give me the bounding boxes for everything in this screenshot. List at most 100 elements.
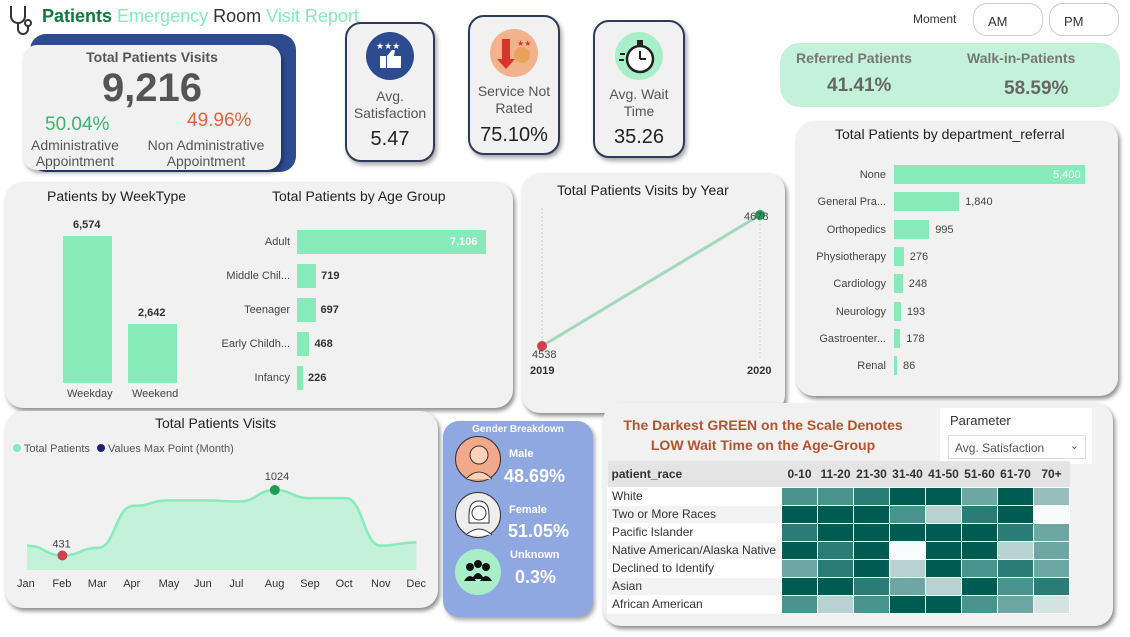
heatmap-row-label: Declined to Identify bbox=[607, 558, 782, 578]
month-tick-label: Dec bbox=[406, 578, 426, 590]
heatmap-row-label: White bbox=[607, 486, 782, 506]
parameter-label: Parameter bbox=[950, 413, 1011, 428]
agegroup-category-label: Infancy bbox=[254, 372, 290, 384]
monthly-max-point-label: 1024 bbox=[265, 471, 289, 483]
heatmap-cell bbox=[997, 504, 1034, 524]
wait-time-label: Avg. Wait Time bbox=[609, 86, 669, 119]
admin-pct: 50.04% bbox=[45, 114, 110, 135]
department-value-label: 178 bbox=[906, 332, 925, 345]
svg-text:★★: ★★ bbox=[517, 39, 531, 48]
monthly-area bbox=[27, 490, 417, 570]
nonadmin-label: Non Administrative Appointment bbox=[147, 137, 265, 169]
heatmap-cell bbox=[1033, 576, 1070, 596]
heatmap-cell bbox=[889, 522, 926, 542]
heatmap-cell bbox=[925, 576, 962, 596]
agegroup-category-label: Adult bbox=[264, 236, 290, 248]
heatmap-cell bbox=[925, 504, 962, 524]
heatmap-cell bbox=[961, 504, 998, 524]
heatmap-cell bbox=[961, 576, 998, 596]
heatmap-col-header: 0-10 bbox=[787, 466, 812, 481]
agegroup-value-label: 226 bbox=[308, 372, 327, 384]
monthly-legend: Total Patients Values Max Point (Month) bbox=[13, 443, 234, 455]
heatmap-row-label: Asian bbox=[607, 576, 782, 596]
agegroup-bar bbox=[297, 332, 310, 356]
month-tick-label: Oct bbox=[336, 578, 353, 590]
heatmap-cell bbox=[925, 594, 962, 614]
month-tick-label: Nov bbox=[371, 578, 391, 590]
monthly-max-point bbox=[269, 485, 280, 495]
heatmap-cell bbox=[1033, 486, 1070, 506]
weektype-title: Patients by WeekType bbox=[47, 188, 187, 204]
female-label: Female bbox=[509, 504, 547, 516]
gender-card: Gender Breakdown Male 48.69% Female 51.0… bbox=[443, 421, 593, 617]
department-value-label: 1,840 bbox=[965, 196, 993, 209]
department-category-label: None bbox=[859, 169, 886, 181]
walkin-value: 58.59% bbox=[1004, 78, 1069, 99]
heatmap-row: Two or More Races bbox=[607, 504, 1070, 524]
nonadmin-pct: 49.96% bbox=[187, 110, 252, 131]
department-value-label: 5,400 bbox=[1053, 169, 1081, 181]
month-tick-label: Jun bbox=[194, 578, 212, 590]
agegroup-category-label: Middle Chil... bbox=[226, 270, 290, 282]
department-value-label: 995 bbox=[935, 223, 954, 236]
female-icon bbox=[455, 492, 501, 538]
department-category-label: Renal bbox=[857, 360, 886, 373]
heatmap-cell bbox=[997, 522, 1034, 542]
agegroup-title: Total Patients by Age Group bbox=[272, 188, 446, 204]
heatmap-cell bbox=[817, 522, 854, 542]
moment-label: Moment bbox=[913, 12, 957, 26]
agegroup-value-label: 7,106 bbox=[450, 236, 478, 248]
monthly-line bbox=[26, 488, 417, 557]
heatmap-table: patient_race 0-10 11-20 21-30 31-40 41-50 51-6… bbox=[607, 461, 1070, 614]
heatmap-cell bbox=[781, 594, 818, 614]
parameter-dropdown[interactable]: Avg. Satisfaction ⌄ bbox=[948, 435, 1086, 459]
year-point-2020 bbox=[755, 210, 765, 220]
weektype-bar bbox=[63, 236, 112, 383]
year-title: Total Patients Visits by Year bbox=[557, 182, 729, 198]
month-tick-label: Jul bbox=[229, 578, 243, 590]
monthly-min-point bbox=[57, 550, 68, 561]
heatmap-row: Asian bbox=[607, 576, 1070, 596]
heatmap-col-header: 61-70 bbox=[1000, 466, 1031, 481]
legend-max-marker bbox=[96, 444, 105, 452]
satisfaction-value: 5.47 bbox=[370, 128, 410, 150]
pm-button[interactable]: PM bbox=[1049, 3, 1119, 36]
heatmap-table-wrap: patient_race 0-10 11-20 21-30 31-40 41-50 51-6… bbox=[607, 461, 1070, 614]
heatmap-cell bbox=[961, 540, 998, 560]
department-category-label: Physiotherapy bbox=[816, 250, 886, 263]
gender-title: Gender Breakdown bbox=[472, 424, 564, 435]
heatmap-cell bbox=[889, 594, 926, 614]
heatmap-cell bbox=[817, 558, 854, 578]
unknown-value: 0.3% bbox=[515, 567, 557, 587]
am-button[interactable]: AM bbox=[973, 3, 1043, 36]
heatmap-cell bbox=[997, 540, 1034, 560]
heatmap-cell bbox=[961, 486, 998, 506]
heatmap-cell bbox=[853, 576, 890, 596]
kpi-satisfaction: ★★★ Avg. Satisfaction 5.47 bbox=[345, 22, 435, 162]
agegroup-value-label: 719 bbox=[321, 270, 340, 282]
heatmap-row-label: African American bbox=[607, 594, 782, 614]
heatmap-row: African American bbox=[607, 594, 1070, 614]
department-category-label: Gastroenter... bbox=[819, 332, 886, 345]
year-trend-line bbox=[541, 213, 761, 348]
month-tick-label: Sep bbox=[300, 578, 320, 590]
heatmap-row-label: Native American/Alaska Native bbox=[607, 540, 782, 560]
monthly-area-chart: 431 1024 Jan Feb Mar Apr May Jun Jul Aug Sep Oct Nov… bbox=[17, 471, 426, 590]
weektype-value-label: 2,642 bbox=[138, 306, 166, 319]
agegroup-value-label: 468 bbox=[314, 338, 333, 350]
heatmap-col-header: 51-60 bbox=[964, 466, 995, 481]
heatmap-col-header: 11-20 bbox=[820, 466, 851, 481]
weektype-value-label: 6,574 bbox=[73, 219, 101, 231]
month-tick-label: Mar bbox=[88, 578, 107, 590]
parameter-slicer: Parameter Avg. Satisfaction ⌄ bbox=[940, 408, 1092, 464]
heatmap-row: Declined to Identify bbox=[607, 558, 1070, 578]
agegroup-bar bbox=[297, 264, 317, 288]
department-category-label: General Pra... bbox=[817, 196, 886, 209]
monthly-title: Total Patients Visits bbox=[155, 415, 277, 431]
heatmap-cell bbox=[817, 576, 854, 596]
agegroup-bar bbox=[297, 230, 486, 254]
sad-rating-icon: ★★ bbox=[490, 29, 538, 77]
male-icon bbox=[455, 436, 501, 482]
unknown-group-icon bbox=[455, 549, 501, 595]
department-value-label: 276 bbox=[909, 250, 929, 263]
